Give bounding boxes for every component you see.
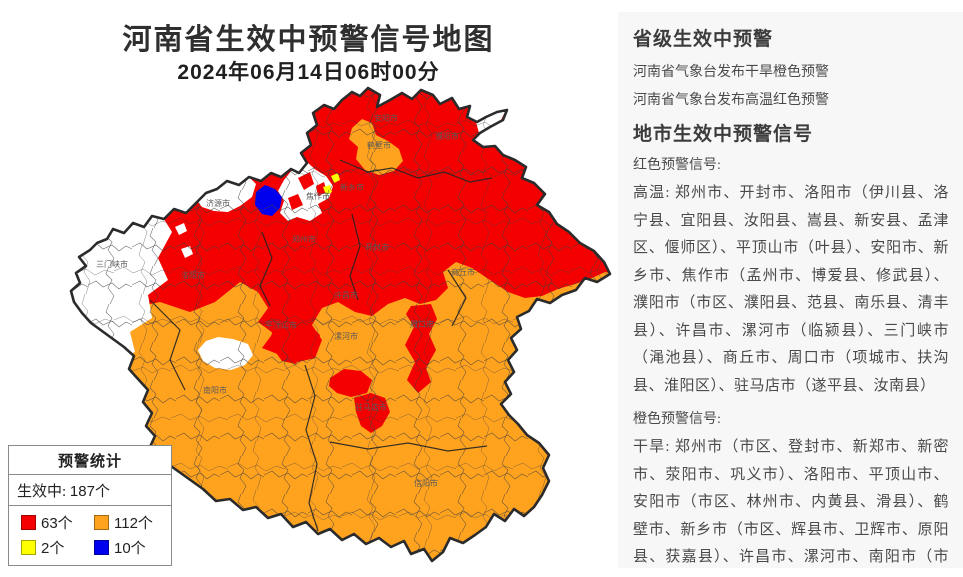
legend-item-blue: 10个	[94, 537, 167, 558]
city-label: 濮阳市	[435, 131, 459, 141]
orange-signals-label: 橙色预警信号:	[633, 412, 721, 427]
province-warning-line: 河南省气象台发布高温红色预警	[633, 93, 829, 108]
legend-active-count: 187个	[69, 483, 110, 500]
city-label: 许昌市	[334, 290, 358, 300]
legend-count: 2个	[41, 540, 65, 557]
city-warnings-heading: 地市生效中预警信号	[633, 124, 814, 145]
orange-swatch-icon	[94, 515, 109, 530]
warning-statistics-legend: 预警统计 生效中: 187个 63个 112个 2个 10个	[8, 445, 172, 566]
legend-title: 预警统计	[9, 446, 171, 475]
legend-item-orange: 112个	[94, 512, 167, 533]
legend-grid: 63个 112个 2个 10个	[9, 506, 171, 565]
city-label: 郑州市	[292, 234, 316, 244]
city-boundaries	[149, 159, 493, 532]
city-label: 开封市	[365, 242, 389, 252]
red-signals-text: 高温: 郑州市、开封市、洛阳市（伊川县、洛宁县、宜阳县、汝阳县、嵩县、新安县、孟…	[633, 185, 949, 394]
red-swatch-icon	[21, 515, 36, 530]
city-label: 商丘市	[451, 267, 475, 277]
city-label: 漯河市	[334, 331, 358, 341]
province-warning-line: 河南省气象台发布干旱橙色预警	[633, 65, 829, 80]
legend-item-yellow: 2个	[21, 537, 94, 558]
legend-count: 10个	[114, 540, 146, 557]
city-label: 信阳市	[414, 478, 438, 488]
legend-active-total: 生效中: 187个	[9, 475, 171, 506]
city-label: 安阳市	[374, 113, 398, 123]
city-label: 焦作市	[306, 191, 330, 201]
warning-details-panel: 省级生效中预警 河南省气象台发布干旱橙色预警 河南省气象台发布高温红色预警 地市…	[618, 12, 963, 568]
legend-count: 63个	[41, 515, 73, 532]
city-label: 周口市	[410, 319, 434, 329]
city-label: 南阳市	[203, 385, 227, 395]
yellow-swatch-icon	[21, 540, 36, 555]
province-border	[69, 86, 612, 563]
legend-active-label: 生效中:	[17, 484, 67, 500]
city-label: 三门峡市	[96, 259, 128, 269]
red-signals-label: 红色预警信号:	[633, 158, 721, 173]
blue-swatch-icon	[94, 540, 109, 555]
city-label: 洛阳市	[181, 270, 205, 280]
warning-map-section: 河南省生效中预警信号地图 2024年06月14日06时00分	[8, 24, 612, 566]
city-label: 新乡市	[340, 182, 364, 192]
city-label: 济源市	[206, 198, 230, 208]
orange-signals-text: 干旱: 郑州市（市区、登封市、新郑市、新密市、荥阳市、巩义市）、洛阳市、平顶山市…	[633, 439, 949, 565]
legend-count: 112个	[114, 515, 153, 532]
map-title: 河南省生效中预警信号地图	[122, 24, 495, 56]
legend-item-red: 63个	[21, 512, 94, 533]
city-label: 驻马店市	[355, 402, 387, 412]
city-label: 平顶山市	[265, 320, 297, 330]
city-label: 鹤壁市	[367, 140, 391, 150]
province-warnings-heading: 省级生效中预警	[633, 29, 774, 50]
map-timestamp: 2024年06月14日06时00分	[177, 61, 440, 84]
